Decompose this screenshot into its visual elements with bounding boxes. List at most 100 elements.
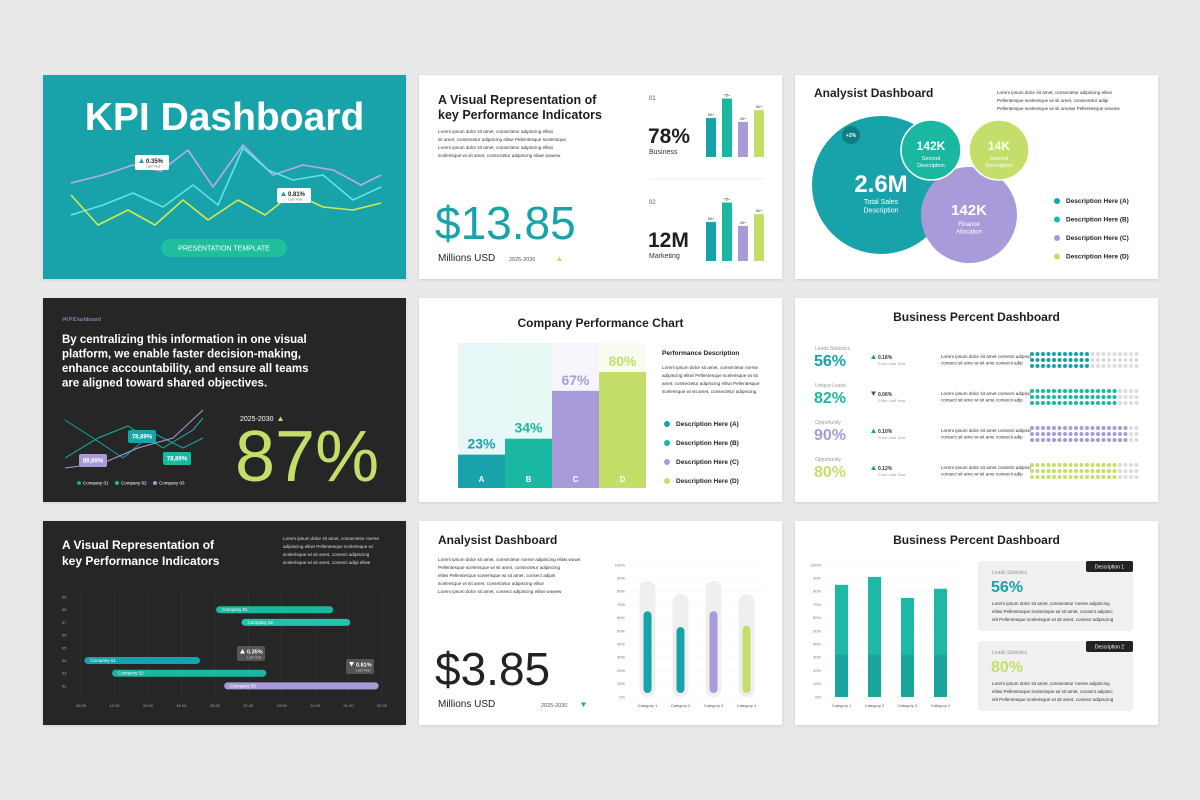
body-text: consect sit ame wi sit ame consecti adip <box>941 398 1023 403</box>
dot <box>1107 426 1111 430</box>
dot <box>1107 432 1111 436</box>
dot <box>1063 426 1067 430</box>
dot <box>1096 438 1100 442</box>
row-change-caption: From Last Year <box>878 361 906 366</box>
row-value: 80% <box>814 464 846 481</box>
dot <box>1096 475 1100 479</box>
bubble-label: Description <box>863 208 898 215</box>
period: 2025-2030 <box>240 416 274 423</box>
y-tick-label: 10% <box>813 681 821 686</box>
dot <box>1046 395 1051 399</box>
dot <box>1063 438 1067 442</box>
dot <box>1096 358 1100 362</box>
legend-dot <box>1054 198 1060 204</box>
card-tag-label: Description 2 <box>1095 645 1124 651</box>
bubble <box>900 119 962 181</box>
slide-background <box>795 298 1158 502</box>
dot <box>1118 432 1122 436</box>
dot <box>1030 475 1034 479</box>
body-text: scelerisque wi sit amet, consectetur adi… <box>662 389 757 394</box>
dot <box>1052 475 1056 479</box>
card-tag-label: Description 1 <box>1095 565 1124 571</box>
arrow-icon <box>557 256 562 261</box>
body-text: elit Pellentesque scelerisque wi sit ame… <box>992 617 1114 622</box>
dot <box>1068 395 1073 399</box>
dot <box>1079 432 1084 436</box>
dot <box>1046 432 1051 436</box>
dot <box>1118 426 1122 430</box>
y-tick-label: 100% <box>615 562 626 567</box>
dot <box>1085 352 1089 356</box>
dot <box>1063 395 1067 399</box>
dot <box>1085 395 1089 399</box>
dot <box>1123 352 1128 356</box>
bar-value-label: 50+ <box>708 113 715 117</box>
dot <box>1134 432 1139 436</box>
dot <box>1112 432 1117 436</box>
dot <box>1123 469 1128 473</box>
gantt-bar-label: Company 03 <box>230 683 256 688</box>
dot <box>1068 469 1073 473</box>
dot <box>1134 475 1139 479</box>
row-change-caption: From Last Year <box>878 435 906 440</box>
y-tick-label: 20% <box>617 668 625 673</box>
body-text: Pellentesque scelerisque wi sit amet, co… <box>997 98 1108 103</box>
dot <box>1118 364 1122 368</box>
dot <box>1074 389 1078 393</box>
dot <box>1112 426 1117 430</box>
bubble-label: Second <box>922 156 941 162</box>
dot <box>1118 389 1122 393</box>
dot-matrix <box>1030 352 1139 368</box>
dot <box>1107 395 1111 399</box>
dot <box>1123 438 1128 442</box>
row-change: 0.06% <box>878 392 893 398</box>
dot <box>1052 463 1056 467</box>
body-text: amet, consectetur adipiscing elitwi Pell… <box>662 381 760 386</box>
dot <box>1052 358 1056 362</box>
dot <box>1030 395 1034 399</box>
amount-caption: Millions USD <box>438 253 495 264</box>
dot <box>1035 426 1040 430</box>
dot <box>1035 389 1040 393</box>
gantt-bar-label: Company 01 <box>222 607 248 612</box>
callout <box>163 452 191 465</box>
dot <box>1101 352 1106 356</box>
x-tick-label: 20.00 <box>210 703 221 708</box>
y-tick-label: 30% <box>813 655 821 660</box>
dot <box>1107 469 1111 473</box>
dot <box>1134 395 1139 399</box>
dot <box>1090 469 1095 473</box>
amount: $13.85 <box>435 197 576 249</box>
dot <box>1030 389 1034 393</box>
bar <box>709 611 718 693</box>
dot <box>1118 352 1122 356</box>
legend-label: Description Here (C) <box>1066 235 1129 242</box>
x-tick-label: Category 3 <box>898 703 918 708</box>
row-label: Opportunity <box>815 420 841 426</box>
dot <box>1090 426 1095 430</box>
legend-label: Company 02 <box>121 481 147 486</box>
dot <box>1030 352 1034 356</box>
y-tick-label: 50% <box>813 628 821 633</box>
statement-text: enhance accountability, and ensure all t… <box>62 363 308 375</box>
dot <box>1041 463 1045 467</box>
dot <box>1035 463 1040 467</box>
row-value: 90% <box>814 427 846 444</box>
bar-value-label: 23% <box>467 436 496 452</box>
body-text: adipiscing elitwi Pellentesque scelerisq… <box>662 373 758 378</box>
gantt-bar <box>241 618 351 626</box>
dot <box>1129 463 1133 467</box>
bar-shade <box>934 654 947 697</box>
bar <box>676 627 685 693</box>
slide-title: Company Performance Chart <box>517 316 683 330</box>
bar-shade <box>835 654 848 697</box>
slide-title: A Visual Representation of <box>438 93 597 107</box>
dot <box>1118 475 1122 479</box>
bar <box>934 588 947 697</box>
bubble-value: 14K <box>988 139 1010 153</box>
dot <box>1041 438 1045 442</box>
hashtag: #KPIDashboard <box>62 317 101 323</box>
body-text: Lorem ipsum dolor sit amet, consectetur … <box>992 601 1110 606</box>
body-text: Lorem ipsum dolor sit amet, consectetur … <box>438 145 553 150</box>
